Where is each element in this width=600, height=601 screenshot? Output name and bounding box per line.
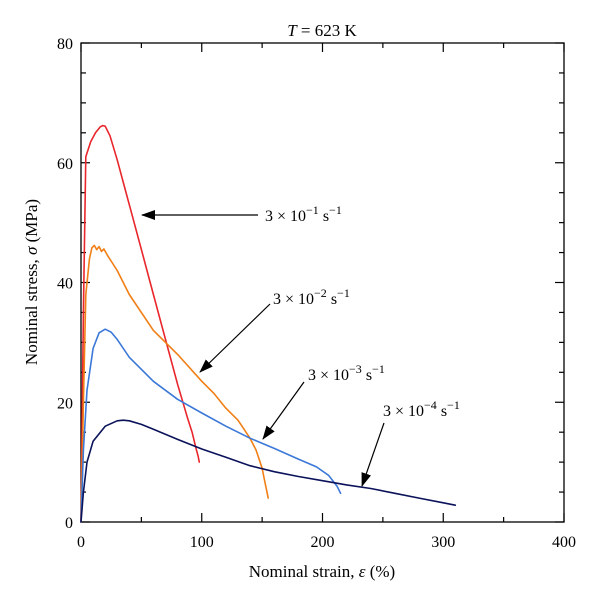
y-tick-label: 0 — [65, 515, 73, 532]
annotation-base: 3 × 10 — [383, 403, 424, 420]
chart-title-symbol: T — [287, 21, 298, 40]
chart-title-text: = 623 K — [297, 21, 358, 40]
annotation-label-2: 3 × 10−2 s−1 — [273, 286, 350, 308]
y-axis-label-symbol: σ — [22, 246, 41, 255]
annotation-label-1: 3 × 10−1 s−1 — [265, 203, 342, 225]
x-tick-label: 400 — [552, 534, 576, 551]
annotation-exponent: −1 — [306, 203, 319, 217]
annotation-unit-exponent: −1 — [329, 203, 342, 217]
series-line-3 — [80, 328, 342, 523]
chart-title: T = 623 K — [287, 21, 357, 40]
x-tick-label: 0 — [77, 534, 85, 551]
annotation-exponent: −4 — [424, 398, 437, 412]
x-axis-label-text: Nominal strain, — [249, 562, 359, 581]
annotation-arrow-2 — [199, 303, 271, 373]
annotation-unit: s — [437, 403, 447, 420]
annotation-unit-exponent: −1 — [337, 286, 350, 300]
x-tick-label: 200 — [311, 534, 335, 551]
annotation-arrow-4 — [361, 422, 385, 487]
y-axis-label-text: Nominal stress, — [22, 255, 41, 365]
annotation-arrow-3 — [262, 381, 305, 440]
x-axis-label-unit: (%) — [365, 562, 395, 581]
x-tick-label: 100 — [190, 534, 214, 551]
annotation-label-4: 3 × 10−4 s−1 — [383, 398, 460, 420]
y-tick-label: 20 — [57, 395, 73, 412]
annotation-layer: 3 × 10−1 s−13 × 10−2 s−13 × 10−3 s−13 × … — [141, 203, 460, 487]
x-tick-label: 300 — [431, 534, 455, 551]
y-tick-label: 60 — [57, 156, 73, 173]
annotation-label-3: 3 × 10−3 s−1 — [308, 362, 385, 384]
annotation-base: 3 × 10 — [273, 291, 314, 308]
series-layer — [80, 124, 457, 523]
series-line-2 — [80, 244, 270, 523]
y-tick-label: 80 — [57, 36, 73, 53]
y-tick-label: 40 — [57, 276, 73, 293]
plot-frame — [80, 42, 565, 523]
annotation-unit: s — [362, 367, 372, 384]
annotation-unit-exponent: −1 — [447, 398, 460, 412]
annotation-exponent: −3 — [349, 362, 362, 376]
annotation-unit: s — [319, 208, 329, 225]
annotation-base: 3 × 10 — [308, 367, 349, 384]
annotation-unit: s — [327, 291, 337, 308]
annotation-base: 3 × 10 — [265, 208, 306, 225]
annotation-unit-exponent: −1 — [372, 362, 385, 376]
y-axis-label-unit: (MPa) — [22, 199, 41, 247]
x-axis-label-symbol: ε — [359, 562, 366, 581]
annotation-exponent: −2 — [314, 286, 327, 300]
x-axis-label: Nominal strain, ε (%) — [249, 562, 395, 581]
y-axis-label: Nominal stress, σ (MPa) — [22, 199, 41, 365]
series-line-4 — [80, 419, 457, 523]
series-line-1 — [80, 124, 201, 523]
